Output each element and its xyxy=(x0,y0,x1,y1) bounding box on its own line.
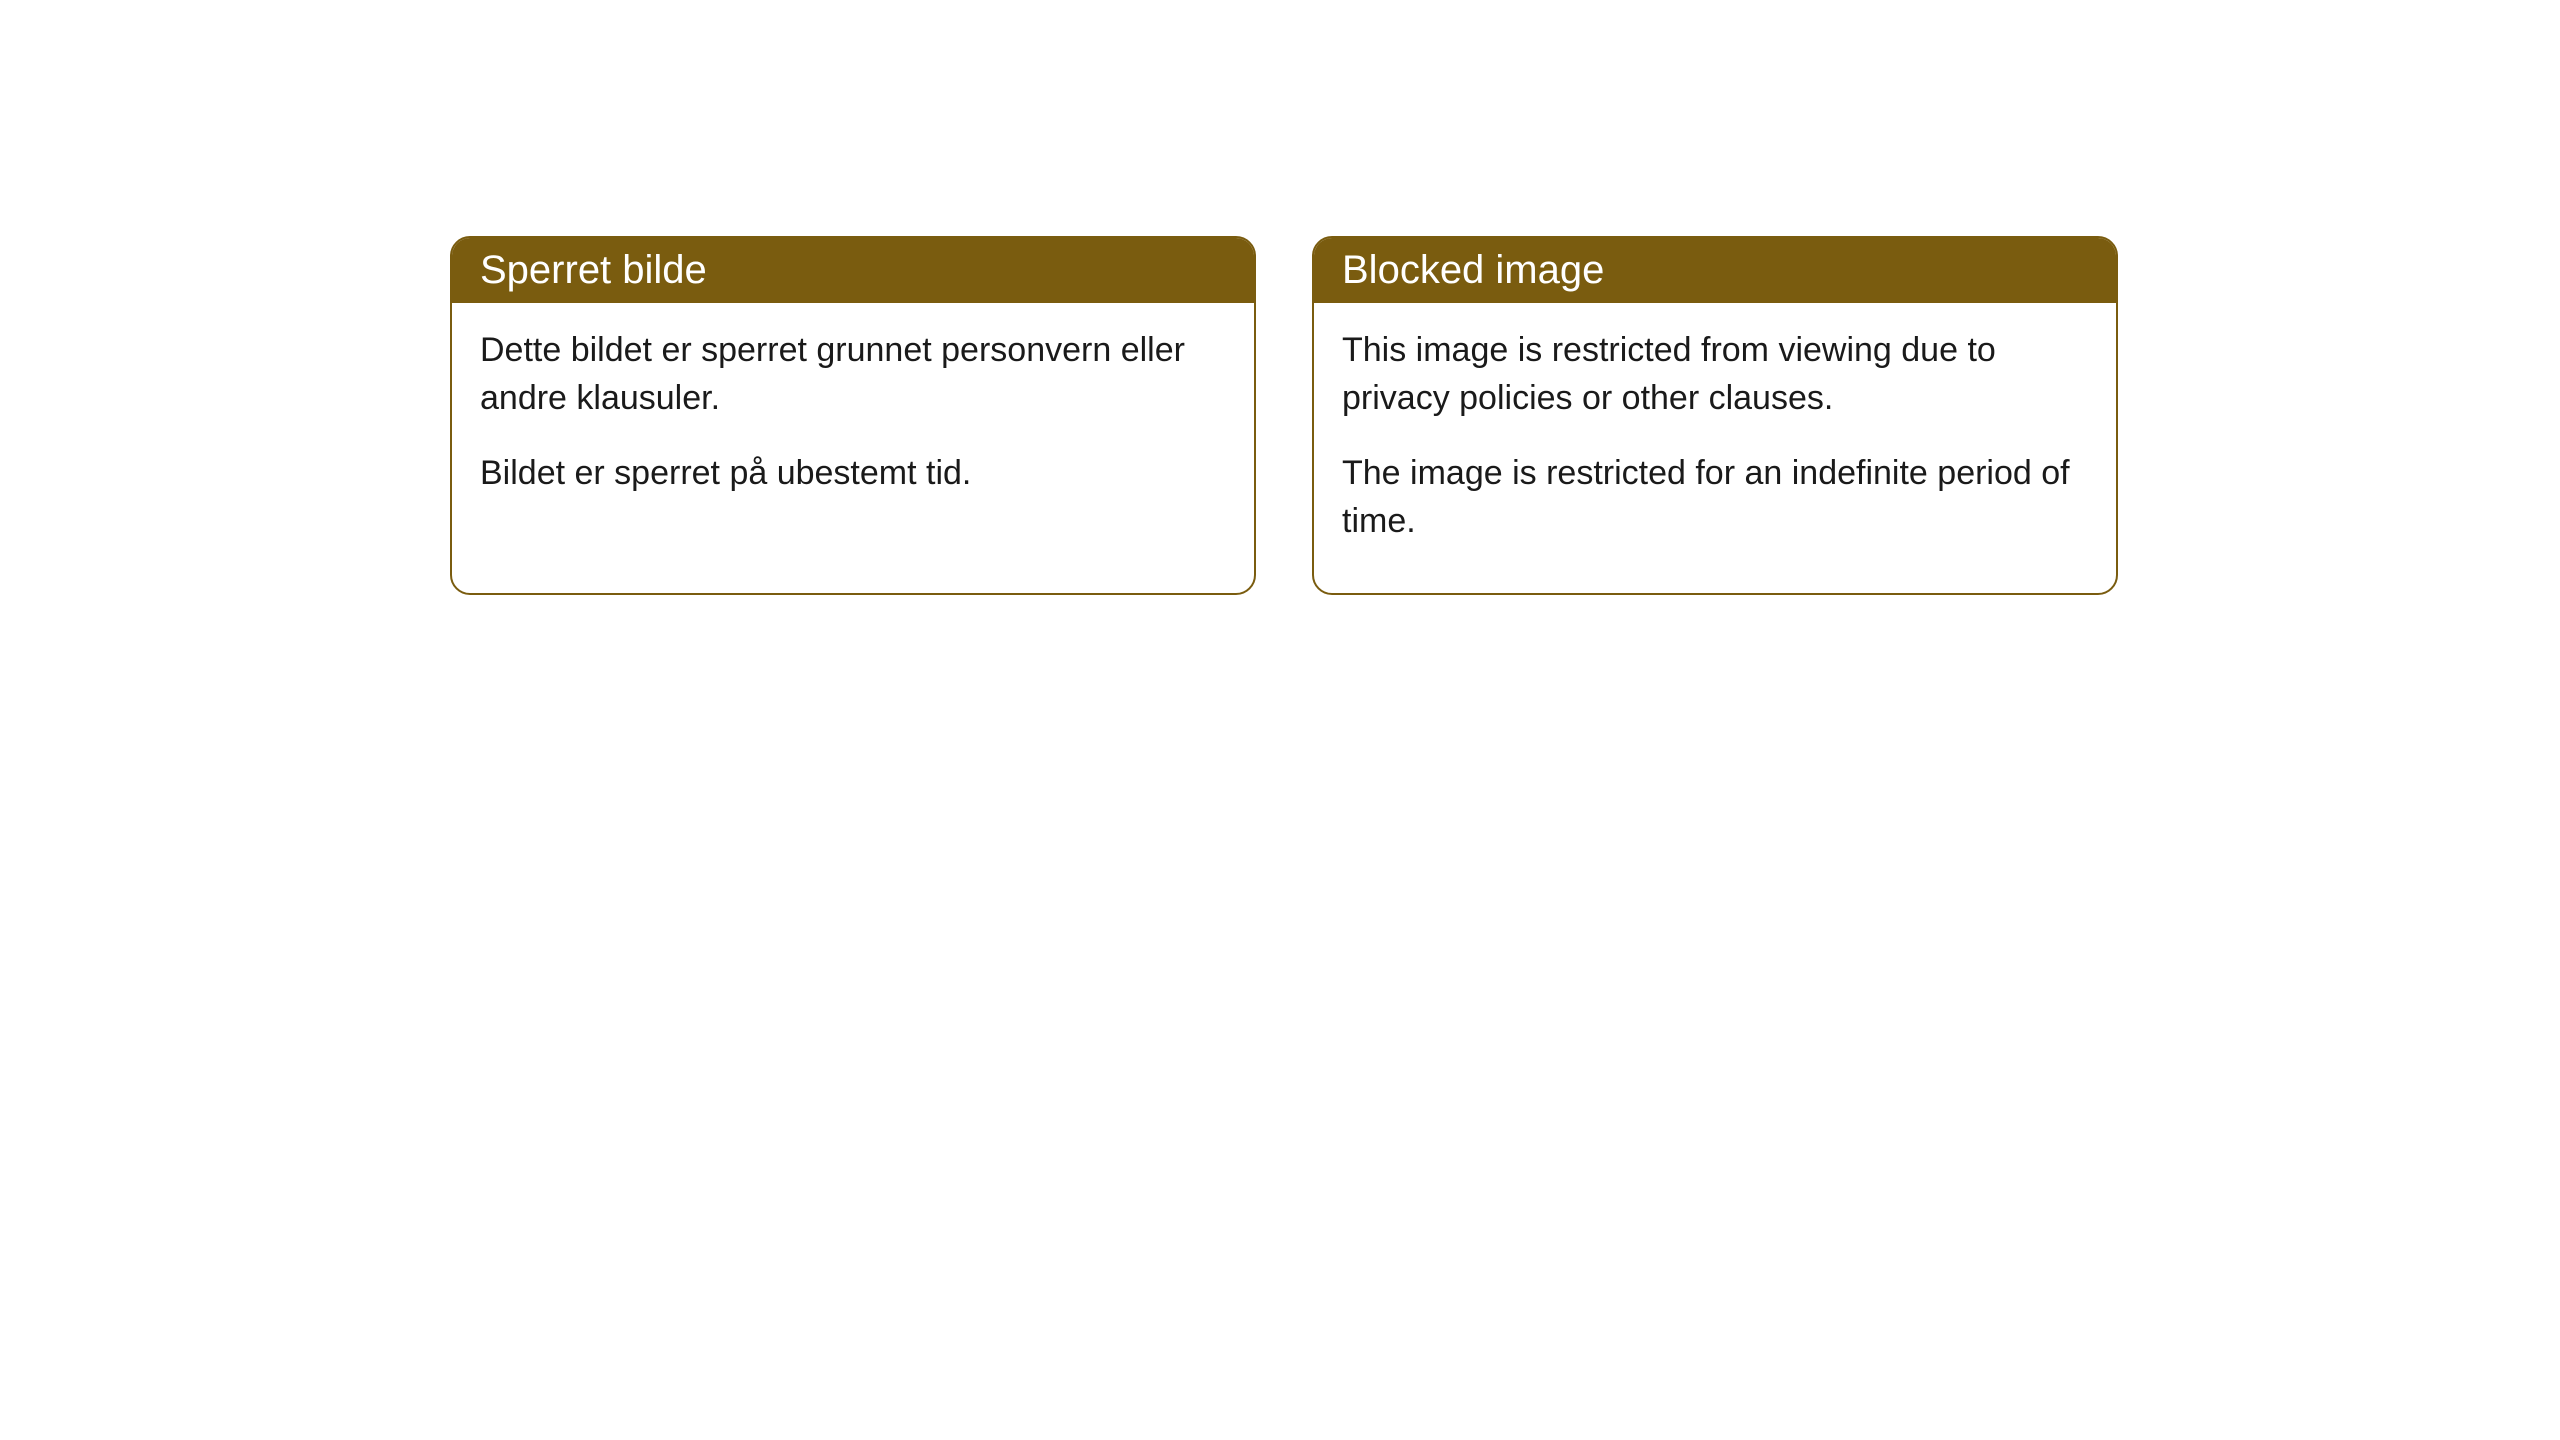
card-header-english: Blocked image xyxy=(1314,238,2116,303)
card-text-line1: This image is restricted from viewing du… xyxy=(1342,327,2088,422)
card-norwegian: Sperret bilde Dette bildet er sperret gr… xyxy=(450,236,1256,595)
card-text-line2: Bildet er sperret på ubestemt tid. xyxy=(480,450,1226,498)
card-body-norwegian: Dette bildet er sperret grunnet personve… xyxy=(452,303,1254,546)
card-text-line2: The image is restricted for an indefinit… xyxy=(1342,450,2088,545)
card-text-line1: Dette bildet er sperret grunnet personve… xyxy=(480,327,1226,422)
card-english: Blocked image This image is restricted f… xyxy=(1312,236,2118,595)
card-body-english: This image is restricted from viewing du… xyxy=(1314,303,2116,593)
card-header-norwegian: Sperret bilde xyxy=(452,238,1254,303)
cards-container: Sperret bilde Dette bildet er sperret gr… xyxy=(450,236,2118,595)
